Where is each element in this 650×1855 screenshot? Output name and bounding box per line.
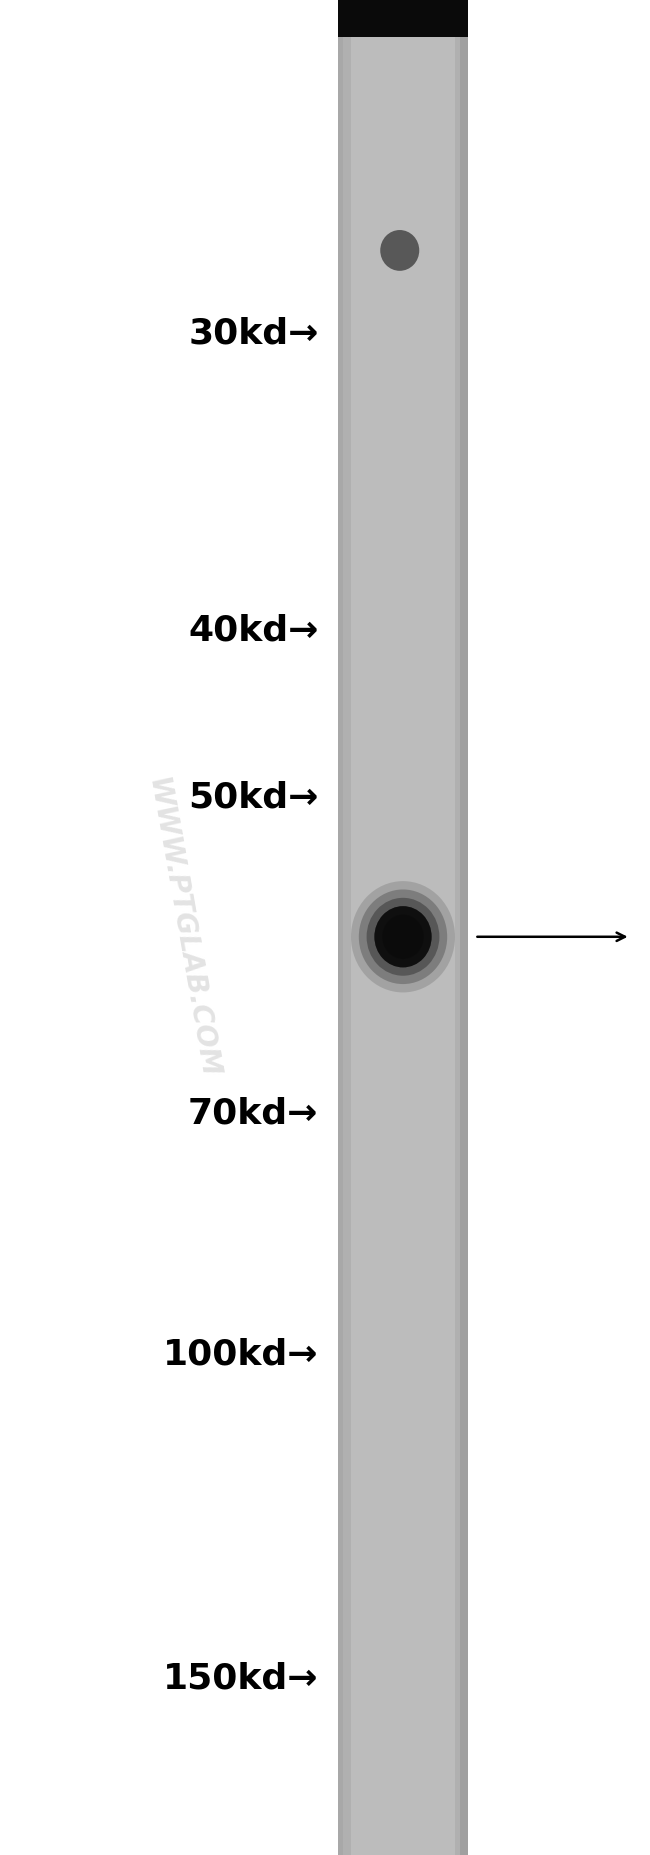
Text: 70kd→: 70kd→: [188, 1096, 318, 1130]
Text: WWW.PTGLAB.COM: WWW.PTGLAB.COM: [142, 775, 222, 1080]
Text: 30kd→: 30kd→: [188, 317, 318, 351]
Ellipse shape: [367, 898, 439, 976]
Ellipse shape: [374, 907, 432, 968]
Bar: [460, 0, 468, 1855]
Text: 100kd→: 100kd→: [163, 1337, 318, 1371]
Ellipse shape: [351, 881, 455, 992]
Bar: [338, 0, 343, 1855]
Text: 150kd→: 150kd→: [163, 1662, 318, 1695]
Ellipse shape: [380, 230, 419, 271]
Ellipse shape: [382, 915, 424, 959]
Ellipse shape: [359, 889, 447, 983]
Ellipse shape: [374, 907, 432, 968]
Bar: [351, 0, 455, 1855]
Text: 50kd→: 50kd→: [188, 781, 318, 814]
Bar: [338, 0, 468, 1855]
Text: 40kd→: 40kd→: [188, 614, 318, 647]
Bar: [338, 0, 468, 37]
